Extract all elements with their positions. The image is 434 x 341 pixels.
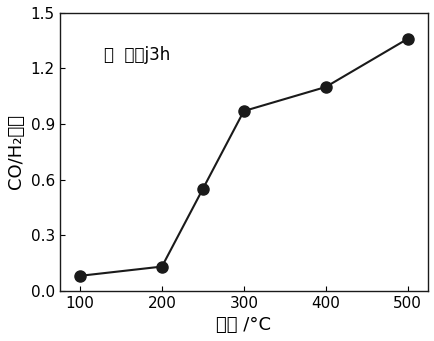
- X-axis label: 温度 /°C: 温度 /°C: [216, 316, 271, 334]
- Y-axis label: CO/H₂比例: CO/H₂比例: [7, 114, 25, 189]
- Text: 时  间为j3h: 时 间为j3h: [104, 46, 170, 64]
